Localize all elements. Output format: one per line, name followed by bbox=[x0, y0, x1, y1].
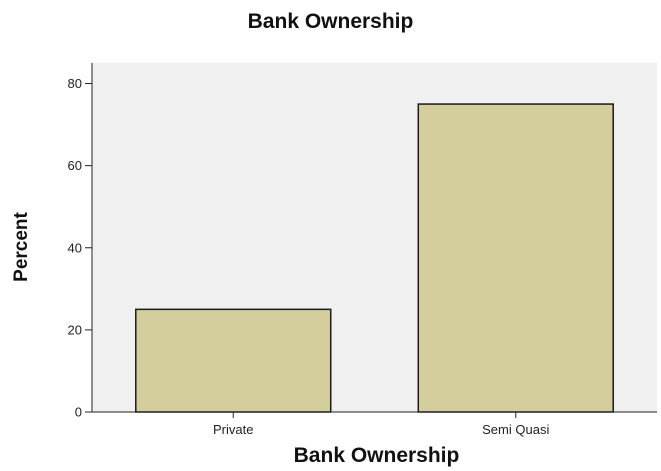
y-tick-label: 40 bbox=[68, 240, 82, 255]
bar-private bbox=[135, 308, 332, 413]
chart-title: Bank Ownership bbox=[247, 10, 414, 33]
x-axis-label: Bank Ownership bbox=[293, 444, 460, 467]
x-axis-ticks: Private Semi Quasi bbox=[213, 412, 549, 437]
y-tick-label: 0 bbox=[75, 405, 82, 420]
x-tick-label: Semi Quasi bbox=[482, 422, 549, 437]
bars bbox=[135, 103, 614, 413]
x-tick-label: Private bbox=[213, 422, 253, 437]
y-tick-label: 20 bbox=[68, 322, 82, 337]
y-tick-label: 80 bbox=[68, 76, 82, 91]
y-tick-label: 60 bbox=[68, 158, 82, 173]
bar-semi-quasi bbox=[417, 103, 614, 413]
y-axis-ticks: 0 20 40 60 80 bbox=[68, 76, 92, 420]
